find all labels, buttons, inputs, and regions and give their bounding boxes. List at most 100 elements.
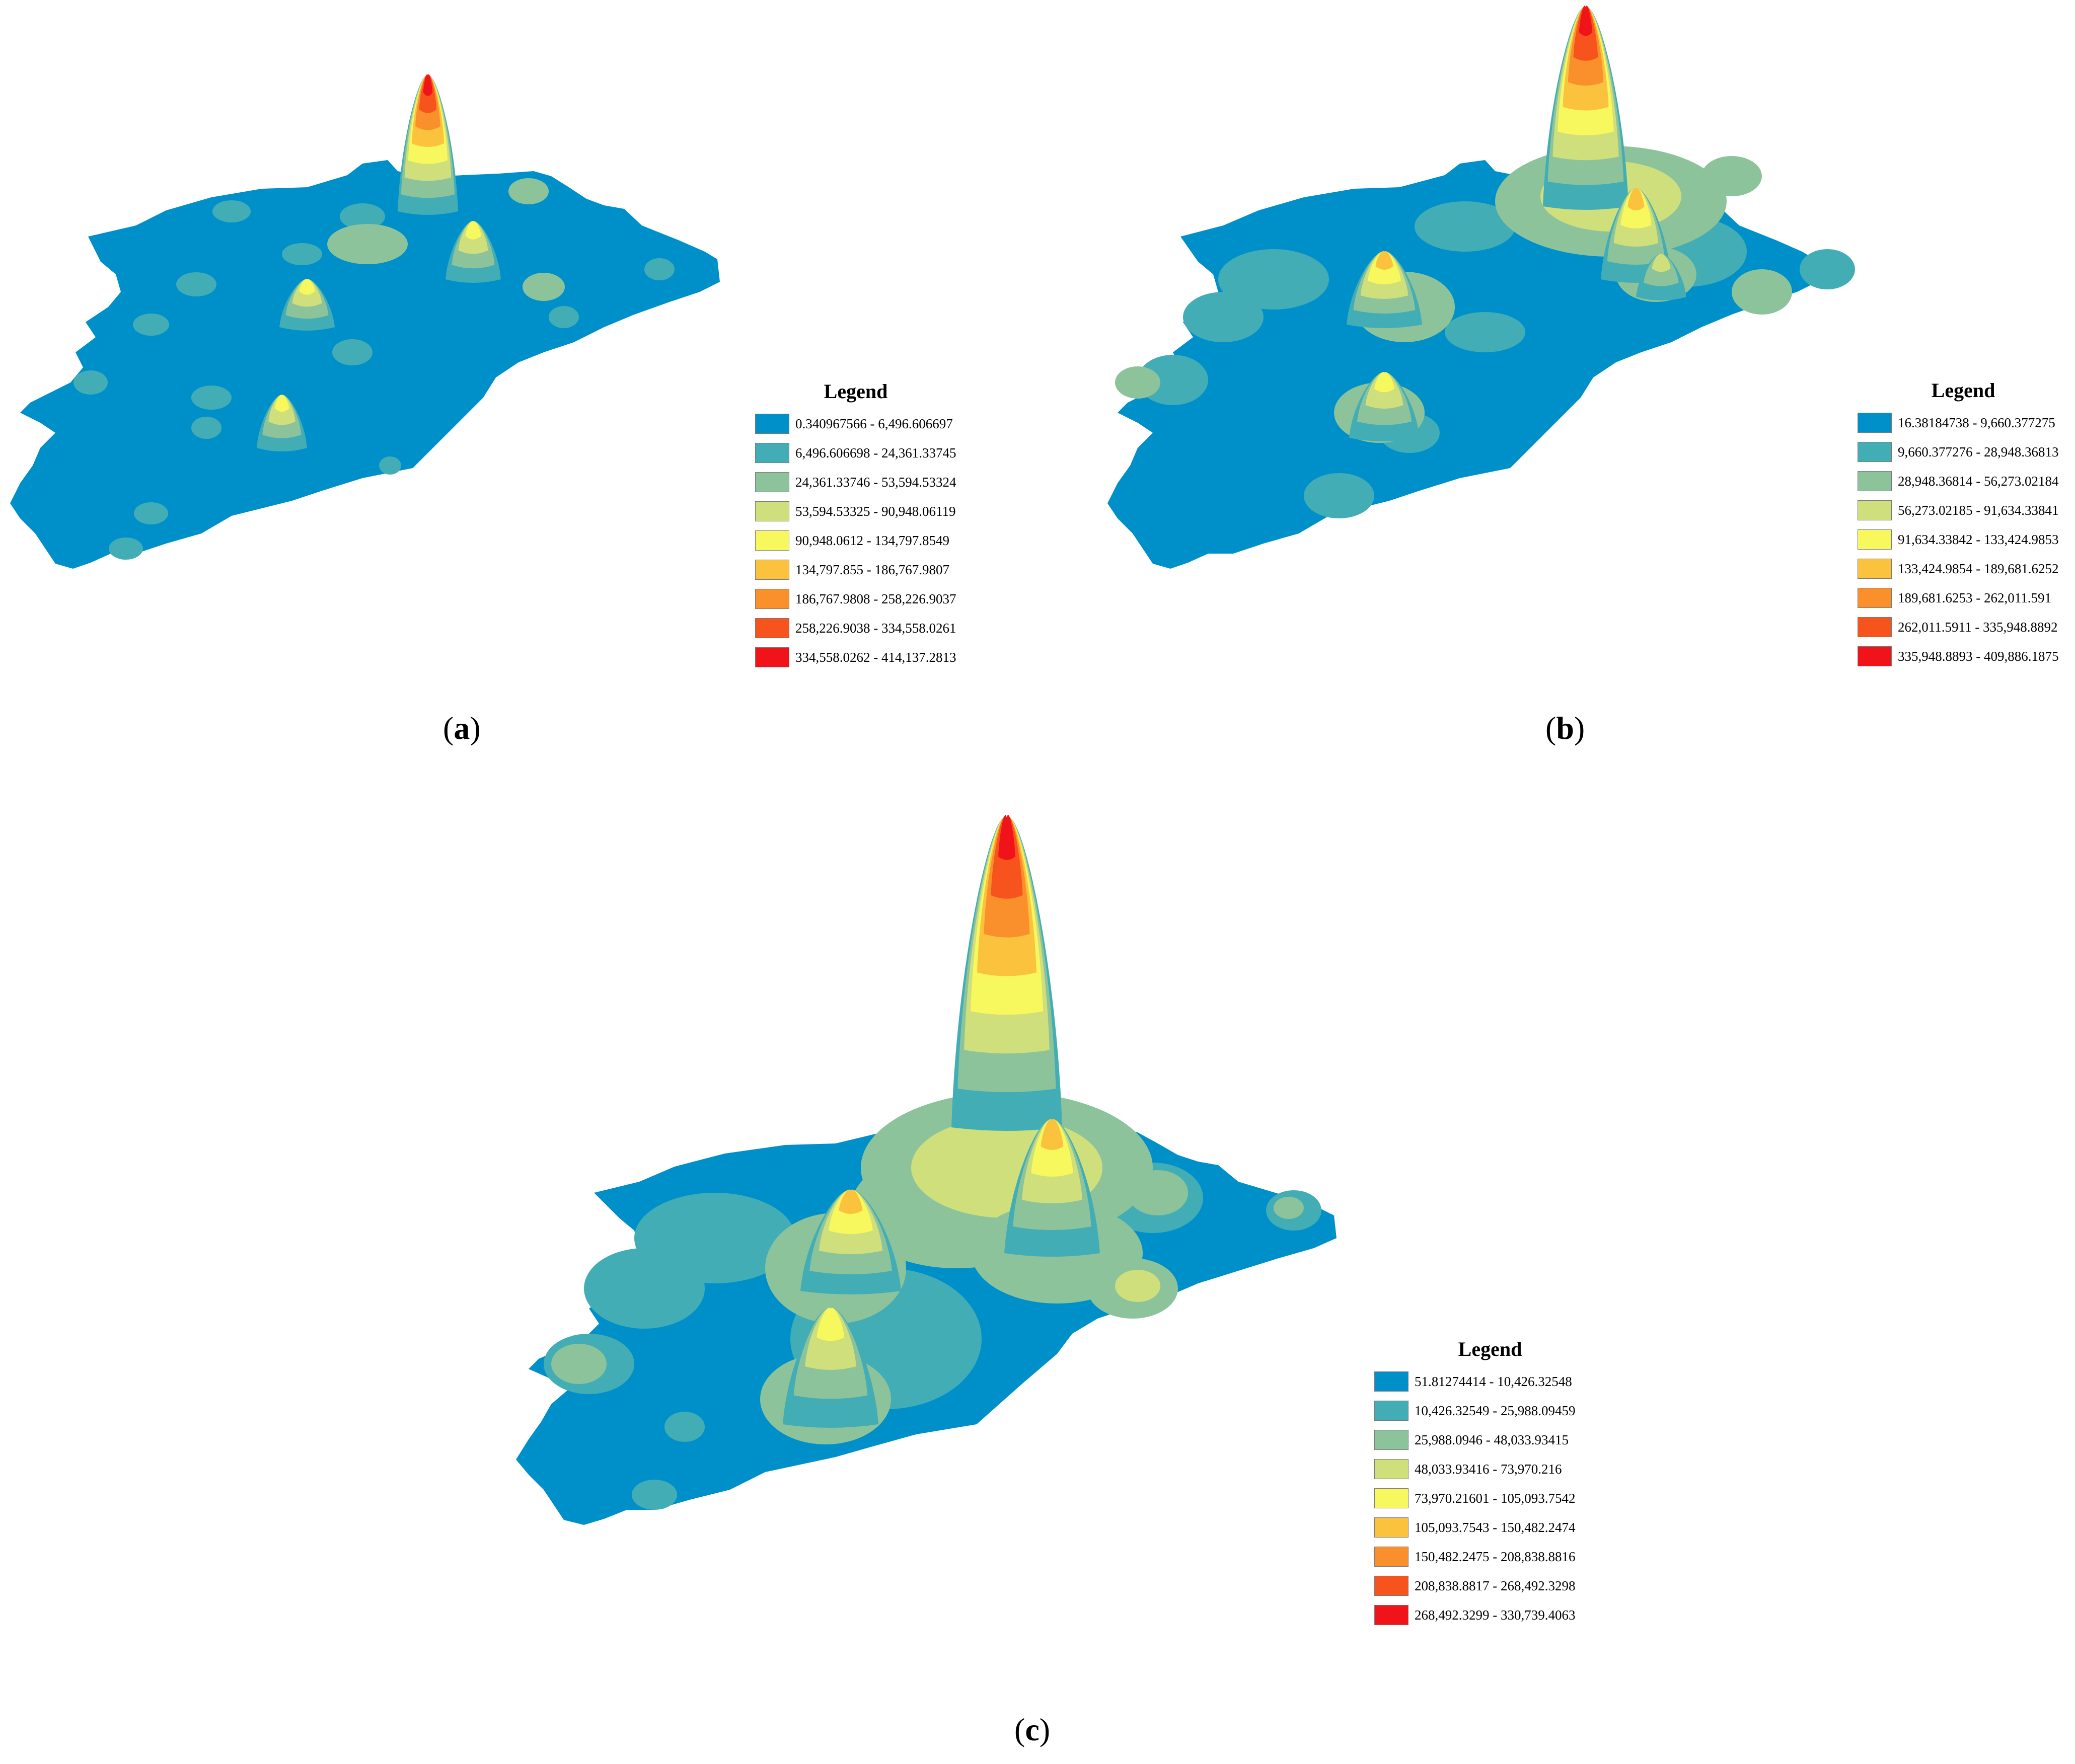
legend-class-label: 16.38184738 - 9,660.377275 (1898, 415, 2055, 430)
legend-row: 25,988.0946 - 48,033.93415 (1374, 1429, 1569, 1451)
hotspot-blob (73, 370, 108, 395)
hotspot-blob (549, 306, 579, 328)
hotspot-blob (664, 1412, 705, 1442)
legend-c: Legend 51.81274414 - 10,426.32548 10,426.… (1374, 1331, 1606, 1633)
west-peak (800, 1189, 901, 1294)
legend-class-label: 150,482.2475 - 208,838.8816 (1415, 1549, 1576, 1564)
caption-letter: b (1556, 710, 1574, 746)
peak-band (1041, 1119, 1064, 1150)
hotspot-blob (212, 200, 251, 222)
hotspot-blob (282, 243, 322, 265)
legend-swatch (755, 530, 789, 551)
legend-class-label: 24,361.33746 - 53,594.53324 (795, 474, 956, 490)
legend-swatch (1374, 1576, 1409, 1596)
legend-class-label: 258,226.9038 - 334,558.0261 (795, 620, 956, 636)
figure-caption-b: (b) (1545, 710, 1585, 746)
legend-swatch (755, 472, 789, 492)
legend-class-label: 134,797.855 - 186,767.9807 (795, 562, 949, 577)
peak-band (299, 279, 315, 295)
legend-class-label: 0.340967566 - 6,496.606697 (795, 416, 953, 431)
legend-swatch (1858, 413, 1892, 433)
hotspot-blob (1218, 249, 1329, 310)
peak-band (817, 1308, 845, 1341)
legend-swatch (1374, 1547, 1409, 1567)
legend-row: 6,496.606698 - 24,361.33745 (755, 442, 956, 464)
legend-title: Legend (1931, 379, 1995, 402)
far-east-peak (1636, 254, 1686, 300)
panel-a: Legend 0.340967566 - 6,496.606697 6,496.6… (0, 0, 1007, 765)
legend-class-label: 334,558.0262 - 414,137.2813 (795, 649, 956, 665)
figure-caption-a: (a) (443, 710, 481, 746)
density-surface-map-c (516, 815, 1337, 1525)
hotspot-blob (1115, 1270, 1160, 1302)
legend-swatch (755, 414, 789, 434)
legend-swatch (1858, 442, 1892, 462)
main-peak (1543, 6, 1628, 210)
density-surface-map-b (1107, 6, 1855, 569)
legend-class-label: 91,634.33842 - 133,424.9853 (1898, 531, 2059, 547)
legend-title: Legend (1458, 1338, 1522, 1360)
hotspot-blob (332, 339, 373, 365)
legend-swatch (755, 589, 789, 609)
legend-swatch (1858, 617, 1892, 637)
legend-b: Legend 16.38184738 - 9,660.377275 9,660.3… (1858, 372, 2069, 667)
legend-swatch (1374, 1517, 1409, 1538)
hotspot-blob (327, 224, 408, 264)
legend-class-label: 51.81274414 - 10,426.32548 (1415, 1373, 1572, 1389)
legend-row: 268,492.3299 - 330,739.4063 (1374, 1604, 1576, 1626)
legend-row: 0.340967566 - 6,496.606697 (755, 413, 953, 435)
peak-band (1652, 254, 1671, 272)
legend-swatch (1858, 588, 1892, 608)
legend-class-label: 90,948.0612 - 134,797.8549 (795, 532, 949, 548)
legend-class-label: 6,496.606698 - 24,361.33745 (795, 445, 956, 461)
legend-a: Legend 0.340967566 - 6,496.606697 6,496.6… (755, 373, 956, 667)
legend-class-label: 28,948.36814 - 56,273.02184 (1898, 473, 2059, 489)
legend-swatch (755, 647, 789, 667)
legend-row: 56,273.02185 - 91,634.33841 (1858, 499, 2059, 521)
hotspot-blob (508, 178, 549, 204)
hotspot-blob (584, 1248, 705, 1329)
legend-swatch (755, 501, 789, 521)
legend-row: 9,660.377276 - 28,948.36813 (1858, 441, 2059, 463)
hotspot-blob (1415, 201, 1515, 252)
legend-row: 262,011.5911 - 335,948.8892 (1858, 616, 2058, 638)
caption-letter: a (454, 710, 470, 746)
legend-row: 335,948.8893 - 409,886.1875 (1858, 645, 2059, 667)
hotspot-blob (644, 258, 675, 280)
main-peak (951, 815, 1062, 1131)
hotspot-blob (109, 538, 143, 560)
legend-swatch (755, 443, 789, 463)
peak-band (998, 815, 1015, 860)
legend-row: 53,594.53325 - 90,948.06119 (755, 500, 956, 522)
caption-letter: c (1025, 1712, 1040, 1747)
legend-swatch (1374, 1488, 1409, 1508)
peak-band (1627, 188, 1645, 210)
legend-swatch (1858, 471, 1892, 491)
south-peak (1349, 372, 1420, 441)
legend-row: 189,681.6253 - 262,011.591 (1858, 587, 2051, 609)
legend-row: 133,424.9854 - 189,681.6252 (1858, 558, 2059, 580)
peaks-a (257, 74, 501, 451)
study-area-boundary-a (10, 160, 720, 569)
legend-row: 91,634.33842 - 133,424.9853 (1858, 528, 2059, 551)
hotspot-blob (551, 1344, 607, 1384)
legend-swatch (1374, 1401, 1409, 1421)
legend-class-label: 186,767.9808 - 258,226.9037 (795, 591, 956, 606)
legend-row: 10,426.32549 - 25,988.09459 (1374, 1400, 1576, 1422)
hotspot-blob (133, 314, 169, 336)
legend-row: 150,482.2475 - 208,838.8816 (1374, 1546, 1576, 1568)
legend-swatch (1858, 646, 1892, 666)
legend-swatch (1374, 1430, 1409, 1450)
hotspot-blob (523, 273, 565, 301)
legend-class-label: 105,093.7543 - 150,482.2474 (1415, 1519, 1576, 1535)
legend-row: 90,948.0612 - 134,797.8549 (755, 529, 949, 552)
hotspot-blobs-a (73, 178, 675, 560)
legend-class-label: 10,426.32549 - 25,988.09459 (1415, 1403, 1576, 1418)
legend-row: 105,093.7543 - 150,482.2474 (1374, 1516, 1576, 1539)
legend-class-label: 208,838.8817 - 268,492.3298 (1415, 1578, 1576, 1593)
legend-class-label: 56,273.02185 - 91,634.33841 (1898, 502, 2059, 518)
panel-c: Legend 51.81274414 - 10,426.32548 10,426.… (503, 805, 1661, 1764)
legend-class-label: 268,492.3299 - 330,739.4063 (1415, 1607, 1576, 1623)
west-peak (279, 279, 335, 331)
legend-class-label: 25,988.0946 - 48,033.93415 (1415, 1432, 1569, 1447)
